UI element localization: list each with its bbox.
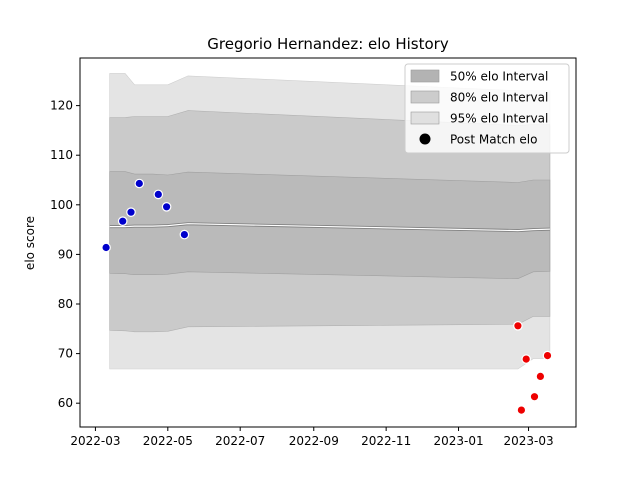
x-tick-label: 2023-03 — [503, 434, 553, 448]
y-tick-label: 60 — [58, 396, 73, 410]
y-tick-label: 120 — [50, 99, 73, 113]
data-point-0-6 — [179, 229, 190, 240]
y-tick-label: 80 — [58, 297, 73, 311]
legend-frame — [404, 63, 570, 154]
data-point-1-3 — [529, 391, 540, 402]
legend: 50% elo Interval 80% elo Interval 95% elo … — [404, 63, 570, 154]
legend-label: 80% elo Interval — [450, 91, 548, 105]
data-point-0-1 — [117, 216, 128, 226]
x-tick-label: 2022-11 — [361, 434, 411, 448]
legend-label: 50% elo Interval — [450, 70, 548, 84]
y-tick-label: 70 — [58, 347, 73, 361]
data-point-0-4 — [153, 189, 164, 200]
legend-label: 95% elo Interval — [450, 112, 548, 126]
y-axis-label: elo score — [23, 216, 37, 270]
plot-area: 60 70 80 90 100 110 120 2022-03 2022-05 2022-07 20… — [50, 57, 577, 448]
data-point-1-5 — [542, 350, 553, 361]
y-tick-label: 90 — [58, 247, 73, 261]
y-tick-label: 100 — [50, 198, 73, 212]
legend-swatch — [410, 69, 440, 83]
data-point-0-0 — [101, 242, 111, 253]
legend-marker — [419, 133, 431, 145]
data-point-1-4 — [535, 371, 546, 382]
x-tick-label: 2022-03 — [70, 434, 120, 448]
x-tick-label: 2023-01 — [433, 434, 483, 448]
data-point-0-5 — [161, 202, 172, 212]
legend-label: Post Match elo — [450, 133, 537, 147]
data-point-1-2 — [521, 354, 531, 364]
legend-swatch — [410, 111, 440, 125]
data-point-0-3 — [134, 178, 145, 189]
x-tick-label: 2022-07 — [215, 434, 265, 448]
y-tick-label: 110 — [50, 148, 73, 162]
chart-title: Gregorio Hernandez: elo History — [207, 35, 449, 53]
x-tick-label: 2022-05 — [143, 434, 193, 448]
legend-swatch — [410, 90, 440, 104]
data-point-1-0 — [513, 320, 523, 331]
axes-frame — [79, 57, 577, 428]
x-tick-label: 2022-09 — [289, 434, 339, 448]
data-point-1-1 — [516, 405, 527, 415]
mean-line — [109, 223, 550, 232]
band-50 — [109, 171, 551, 280]
data-point-0-2 — [126, 207, 136, 217]
